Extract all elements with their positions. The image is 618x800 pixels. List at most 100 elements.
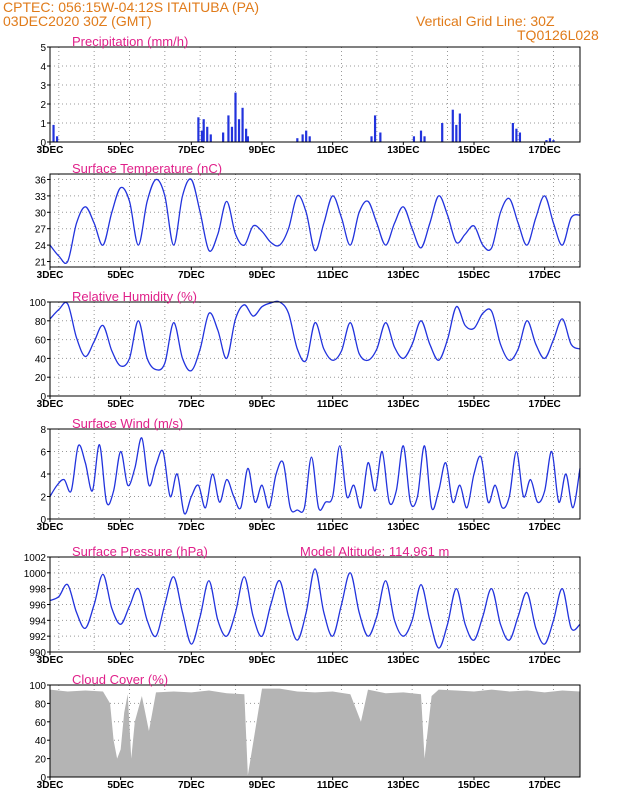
x-tick-label: 17DEC — [529, 399, 561, 410]
y-tick-label: 80 — [35, 699, 47, 710]
series-line — [49, 437, 581, 515]
y-tick-label: 5 — [40, 43, 46, 54]
y-tick-label: 20 — [35, 373, 47, 384]
precip-bar — [455, 124, 458, 142]
precip-bar — [246, 136, 249, 142]
panel-title: Cloud Cover (%) — [72, 672, 168, 687]
grid-line-note: Vertical Grid Line: 30Z — [416, 13, 555, 29]
x-tick-label: 11DEC — [317, 399, 349, 410]
y-tick-label: 36 — [35, 175, 47, 186]
precip-bar — [419, 130, 423, 142]
panel-title: Relative Humidity (%) — [72, 289, 197, 304]
panel-title: Precipitation (mm/h) — [72, 34, 188, 49]
precip-bar — [423, 136, 426, 142]
x-tick-label: 15DEC — [458, 655, 490, 666]
precip-bar — [458, 113, 461, 142]
y-tick-label: 20 — [35, 755, 47, 766]
x-tick-label: 9DEC — [249, 655, 276, 666]
x-tick-label: 5DEC — [107, 522, 134, 533]
y-tick-label: 24 — [35, 241, 47, 252]
station-info: CPTEC: 056:15W-04:12S ITAITUBA (PA) — [3, 0, 259, 15]
precip-bar — [234, 92, 237, 142]
precip-bar — [52, 124, 55, 142]
precip-bar — [209, 134, 212, 142]
precip-bar — [245, 128, 248, 142]
x-tick-label: 13DEC — [387, 270, 419, 281]
series-line — [49, 568, 581, 649]
x-tick-label: 9DEC — [249, 522, 276, 533]
precip-bar — [222, 132, 225, 142]
precip-bar — [237, 119, 241, 142]
y-tick-label: 998 — [29, 585, 46, 596]
y-tick-label: 1002 — [24, 553, 47, 564]
precip-bar — [301, 134, 304, 142]
y-tick-label: 994 — [29, 616, 46, 627]
panel-frame — [49, 46, 581, 143]
x-tick-label: 3DEC — [37, 522, 64, 533]
y-tick-label: 30 — [35, 208, 47, 219]
x-tick-label: 5DEC — [107, 399, 134, 410]
series-line — [49, 178, 581, 265]
cloud-cover-area — [50, 688, 580, 777]
y-tick-label: 2 — [40, 100, 46, 111]
x-tick-label: 11DEC — [317, 522, 349, 533]
panel-title: Surface Pressure (hPa) — [72, 544, 208, 559]
x-tick-label: 7DEC — [178, 399, 205, 410]
y-tick-label: 990 — [29, 648, 46, 659]
x-tick-label: 7DEC — [178, 655, 205, 666]
y-tick-label: 33 — [35, 192, 47, 203]
x-tick-label: 13DEC — [387, 655, 419, 666]
x-tick-label: 17DEC — [529, 655, 561, 666]
panel-title: Surface Wind (m/s) — [72, 416, 183, 431]
y-tick-label: 40 — [35, 736, 47, 747]
precip-bar — [230, 126, 234, 142]
panel-frame — [49, 684, 581, 778]
y-tick-label: 60 — [35, 336, 47, 347]
x-tick-label: 3DEC — [37, 655, 64, 666]
precip-bar — [370, 136, 373, 142]
y-tick-label: 1000 — [24, 569, 47, 580]
y-tick-label: 27 — [35, 225, 47, 236]
x-tick-label: 17DEC — [529, 522, 561, 533]
x-tick-label: 7DEC — [178, 145, 205, 156]
x-tick-label: 3DEC — [37, 145, 64, 156]
precip-bar — [308, 136, 311, 142]
y-tick-label: 996 — [29, 601, 46, 612]
y-tick-label: 1 — [40, 119, 46, 130]
x-tick-label: 5DEC — [107, 270, 134, 281]
precip-bar — [305, 130, 308, 142]
x-tick-label: 7DEC — [178, 270, 205, 281]
precip-bar — [296, 138, 299, 142]
x-tick-label: 13DEC — [387, 780, 419, 791]
precip-bar — [518, 132, 522, 142]
x-tick-label: 7DEC — [178, 522, 205, 533]
y-tick-label: 80 — [35, 317, 47, 328]
x-tick-label: 3DEC — [37, 270, 64, 281]
precip-bar — [441, 123, 444, 142]
y-tick-label: 60 — [35, 718, 47, 729]
precip-bar — [412, 136, 416, 142]
y-tick-label: 100 — [29, 298, 46, 309]
x-tick-label: 9DEC — [249, 145, 276, 156]
x-tick-label: 9DEC — [249, 399, 276, 410]
precip-bar — [202, 119, 205, 142]
y-tick-label: 100 — [29, 681, 46, 692]
precip-bar — [545, 140, 548, 142]
y-tick-label: 0 — [40, 138, 46, 149]
x-tick-label: 7DEC — [178, 780, 205, 791]
precip-bar — [552, 140, 555, 142]
y-tick-label: 2 — [40, 493, 46, 504]
precip-bar — [511, 123, 514, 142]
x-tick-label: 5DEC — [107, 655, 134, 666]
precip-bar — [197, 117, 200, 142]
y-tick-label: 21 — [35, 258, 47, 269]
x-tick-label: 13DEC — [387, 399, 419, 410]
precip-bar — [373, 115, 377, 142]
y-tick-label: 0 — [40, 773, 46, 784]
panel-frame — [49, 173, 581, 268]
x-tick-label: 3DEC — [37, 780, 64, 791]
x-tick-label: 9DEC — [249, 270, 276, 281]
panel-frame — [49, 428, 581, 520]
x-tick-label: 11DEC — [317, 780, 349, 791]
